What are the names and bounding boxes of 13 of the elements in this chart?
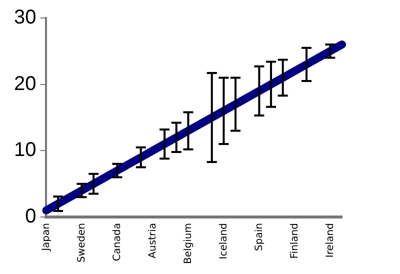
y-tick-label: 30 [14,6,36,29]
x-tick-label: Finland [289,223,300,259]
x-tick-label: Spain [254,223,265,251]
x-tick-label: Iceland [218,223,230,260]
x-tick-label: Ireland [324,223,336,258]
y-tick-label: 0 [25,206,36,228]
x-tick-label: Sweden [76,223,88,263]
y-tick-label: 10 [14,139,36,162]
x-tick-label: Austria [147,223,158,258]
x-tick-label: Japan [40,223,52,252]
x-tick-label: Canada [112,223,123,262]
y-tick-label: 20 [14,72,36,95]
x-tick-label: Belgium [182,223,194,264]
